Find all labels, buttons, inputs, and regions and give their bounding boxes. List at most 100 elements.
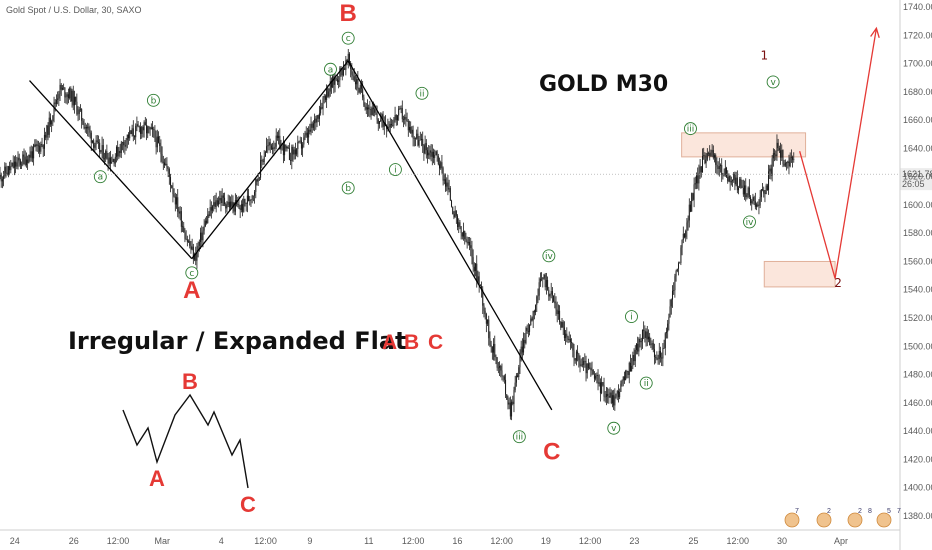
candle-body <box>370 109 372 116</box>
candle-body <box>674 276 676 291</box>
candle-body <box>190 245 192 250</box>
candle-body <box>545 280 547 288</box>
candle-body <box>287 146 289 149</box>
candle-body <box>653 349 655 358</box>
candle-body <box>174 196 176 205</box>
wave-label-minor-ring-6 <box>341 31 355 45</box>
candle-body <box>503 376 505 380</box>
wave-label-minor-12: i <box>630 313 633 323</box>
candle-body <box>305 132 307 136</box>
candle-body <box>388 126 390 128</box>
candle-body <box>603 385 605 397</box>
candle-body <box>491 346 493 353</box>
pattern-illustration: A B C <box>122 369 256 517</box>
candle-body <box>103 158 105 160</box>
candle-body <box>21 164 23 166</box>
candles-layer <box>0 49 795 421</box>
candle-body <box>119 150 121 154</box>
candle-body <box>523 339 525 353</box>
candle-body <box>551 291 553 296</box>
candle-body <box>306 132 308 138</box>
candle-body <box>697 175 699 184</box>
candle-body <box>132 128 134 137</box>
candle-body <box>691 193 693 212</box>
candle-body <box>448 188 450 190</box>
candle-body <box>123 141 125 146</box>
candle-body <box>640 341 642 343</box>
candle-body <box>249 199 251 201</box>
candle-body <box>635 343 637 350</box>
candle-body <box>332 76 334 88</box>
candle-body <box>149 127 151 130</box>
candle-body <box>213 202 215 207</box>
candle-body <box>643 329 645 331</box>
candle-body <box>453 214 455 218</box>
candle-body <box>617 391 619 398</box>
wave-label-minor-4: a <box>328 65 334 75</box>
candle-body <box>561 322 563 328</box>
candle-body <box>189 241 191 246</box>
candle-body <box>550 291 552 295</box>
candle-body <box>13 161 15 168</box>
candle-body <box>609 392 611 398</box>
candle-body <box>183 226 185 233</box>
candle-body <box>266 146 268 152</box>
candle-body <box>303 137 305 145</box>
candle-body <box>747 187 749 196</box>
candle-body <box>293 149 295 155</box>
candle-body <box>61 87 63 90</box>
wave-label-minor-15: iv <box>746 218 755 228</box>
candle-body <box>615 393 617 397</box>
wave-label-minor-8: ii <box>419 89 424 99</box>
event-badge-icon[interactable] <box>876 512 892 528</box>
candle-body <box>459 222 461 227</box>
candle-body <box>200 232 202 242</box>
candle-body <box>535 304 537 313</box>
candle-body <box>758 205 760 207</box>
candle-body <box>752 197 754 201</box>
candle-body <box>231 201 233 207</box>
candle-body <box>718 165 720 170</box>
candle-body <box>529 324 531 332</box>
wave-label-projection-1: 1 <box>760 48 768 62</box>
candle-body <box>364 105 366 107</box>
candle-body <box>347 53 349 62</box>
event-badge-icon[interactable] <box>816 512 832 528</box>
candle-body <box>435 151 437 155</box>
candle-body <box>75 96 77 102</box>
candle-body <box>555 303 557 310</box>
candle-body <box>663 348 665 349</box>
candle-body <box>543 274 545 278</box>
candle-body <box>127 134 129 139</box>
candle-body <box>261 159 263 162</box>
event-badge-icon[interactable] <box>784 512 800 528</box>
candle-body <box>422 138 424 146</box>
candle-body <box>620 383 622 392</box>
candle-body <box>732 180 734 182</box>
event-badge-icon[interactable] <box>847 512 863 528</box>
candle-body <box>87 126 89 129</box>
candle-body <box>675 271 677 277</box>
candle-body <box>634 349 636 362</box>
candle-body <box>464 231 466 240</box>
y-tick-label: 1580.00 <box>903 228 932 238</box>
candle-body <box>501 370 503 376</box>
candle-body <box>118 150 120 157</box>
candle-body <box>472 257 474 267</box>
candle-body <box>16 162 18 167</box>
candle-body <box>754 201 756 207</box>
candle-body <box>120 142 122 154</box>
candle-body <box>141 127 143 134</box>
candle-body <box>605 393 607 397</box>
candle-body <box>153 129 155 130</box>
candle-body <box>557 310 559 315</box>
candle-body <box>88 126 90 131</box>
candle-body <box>222 195 224 198</box>
candle-body <box>427 150 429 156</box>
candle-body <box>268 142 270 146</box>
candle-body <box>688 204 690 221</box>
candle-body <box>782 150 784 165</box>
candle-body <box>765 185 767 195</box>
